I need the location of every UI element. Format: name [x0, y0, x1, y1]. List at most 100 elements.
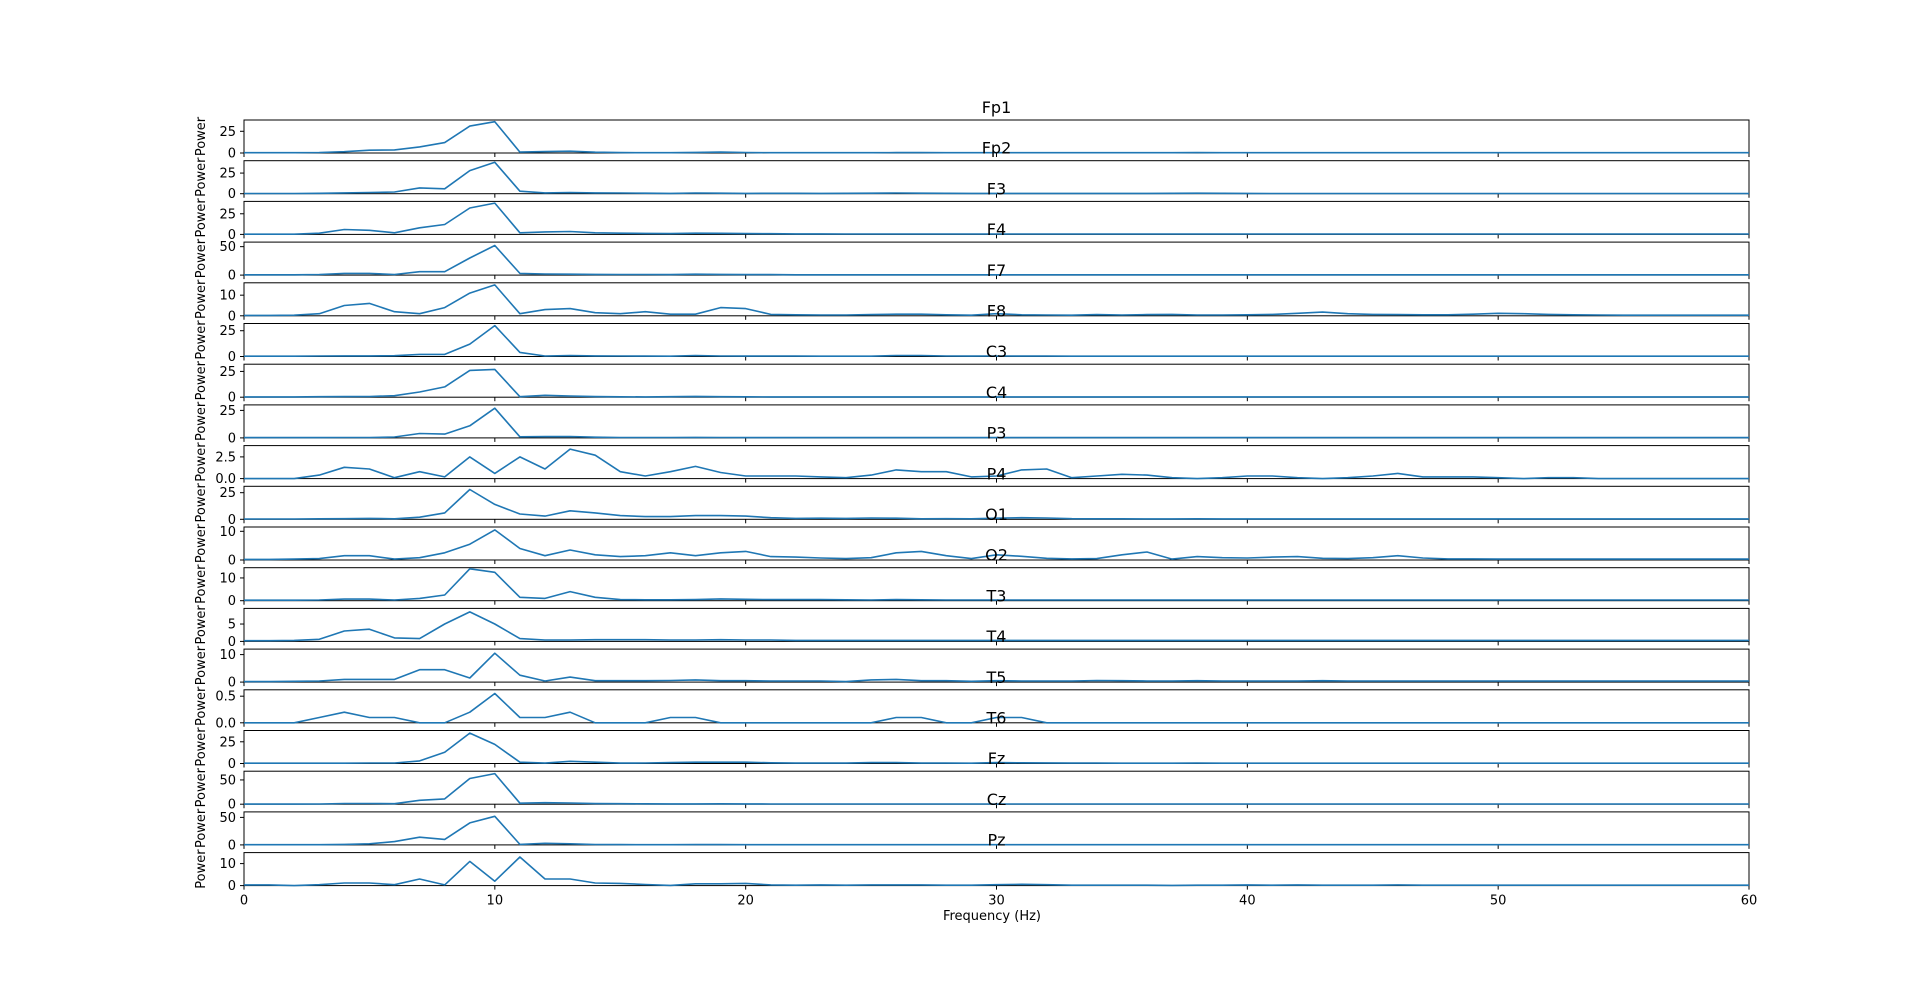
axes-frame: [243, 323, 1750, 357]
axes-frame: [243, 852, 1750, 887]
subplot-title: P3: [987, 424, 1007, 443]
subplot-fp2: 0 25 Fp2 Power: [194, 139, 1750, 202]
subplot-fz: 050 Fz Power: [194, 749, 1750, 813]
y-tick-label: 0: [228, 187, 236, 202]
x-tick-label: 60: [1741, 894, 1758, 909]
series-line: [244, 161, 1749, 195]
axes-frame: [243, 160, 1750, 195]
series-line: [244, 529, 1749, 561]
subplot-title: Cz: [987, 790, 1007, 809]
y-tick-label: 0.5: [215, 690, 236, 705]
y-tick-label: 50: [219, 240, 236, 255]
y-axis-label: Power: [194, 401, 209, 441]
y-tick-label: 0.0: [215, 472, 236, 487]
subplot-title: Fz: [988, 749, 1006, 768]
subplot-title: T6: [986, 709, 1007, 728]
y-tick-label: 25: [219, 735, 236, 750]
series-line: [244, 284, 1749, 317]
subplot-title: P4: [987, 464, 1007, 483]
y-axis-label: Power: [194, 727, 209, 767]
y-axis-label: Power: [194, 442, 209, 482]
subplot-p4: 0 25 P4 Power: [194, 464, 1750, 528]
subplot-title: O2: [985, 546, 1008, 565]
y-axis-label: Power: [194, 116, 209, 156]
subplot-title: F4: [987, 220, 1006, 239]
series-line: [244, 772, 1749, 805]
y-tick-label: 0: [228, 757, 236, 772]
y-tick-label: 2.5: [215, 450, 236, 465]
subplot-title: F3: [987, 179, 1006, 198]
y-tick-label: 0: [228, 594, 236, 609]
y-tick-label: 10: [219, 525, 236, 540]
axes-frame: [243, 119, 1750, 154]
subplot-title: T3: [986, 586, 1007, 605]
series-line: [244, 324, 1749, 358]
y-tick-label: 5: [228, 618, 236, 633]
y-tick-label: 0: [228, 635, 236, 650]
subplot-t3: 0 5 T3 Power: [194, 586, 1750, 650]
subplot-stack: 025Fp1Power025Fp2Power025F3Power050F4Pow…: [194, 98, 1757, 909]
subplot-o2: 0 10 O2 Power: [194, 546, 1750, 609]
y-axis-label: Power: [194, 564, 209, 604]
subplot-pz: 0 10 Pz Power: [194, 831, 1750, 894]
axes-frame: [243, 241, 1750, 276]
y-axis-label: Power: [194, 686, 209, 726]
y-tick-label: 0: [228, 513, 236, 528]
y-axis-label: Power: [194, 279, 209, 319]
subplot-fp1: 0 25 Fp1 Power: [194, 98, 1750, 162]
x-tick-label: 50: [1490, 894, 1507, 909]
y-tick-label: 25: [219, 207, 236, 222]
y-tick-label: 0: [228, 554, 236, 569]
series-line: [244, 856, 1749, 887]
series-line: [244, 567, 1749, 602]
y-tick-label: 10: [219, 648, 236, 663]
axes-frame: [243, 648, 1750, 683]
y-axis-label: Power: [194, 320, 209, 360]
axes-frame: [243, 485, 1750, 520]
x-axis-label: Frequency (Hz): [943, 909, 1041, 924]
y-axis-label: Power: [194, 523, 209, 563]
subplot-t6: 0 25 T6 Power: [194, 709, 1750, 772]
series-line: [244, 815, 1749, 846]
y-axis-label: Power: [194, 360, 209, 400]
x-tick-label: 0: [240, 894, 248, 909]
y-tick-label: 0: [228, 269, 236, 284]
x-tick-label: 30: [988, 894, 1005, 909]
series-line: [244, 611, 1749, 642]
subplot-title: O1: [985, 505, 1008, 524]
y-tick-label: 0: [228, 838, 236, 853]
subplot-f7: 0 10 F7 Power: [194, 261, 1750, 324]
series-line: [244, 368, 1749, 398]
y-axis-label: Power: [194, 849, 209, 889]
axes-frame: [243, 730, 1750, 764]
subplot-title: C3: [986, 342, 1007, 361]
axes-frame: [243, 404, 1750, 439]
y-axis-label: Power: [194, 767, 209, 807]
subplot-title: Fp1: [982, 98, 1012, 117]
y-tick-label: 10: [219, 571, 236, 586]
series-line: [244, 488, 1749, 520]
y-tick-label: 0: [228, 309, 236, 324]
y-tick-label: 10: [219, 857, 236, 872]
y-tick-label: 0: [228, 676, 236, 691]
y-tick-label: 0: [228, 228, 236, 243]
axes-frame: [243, 282, 1750, 317]
y-tick-label: 0: [228, 391, 236, 406]
subplot-f3: 0 25 F3 Power: [194, 179, 1750, 243]
subplot-title: C4: [986, 383, 1007, 402]
subplot-title: Fp2: [982, 139, 1012, 158]
y-tick-label: 50: [219, 773, 236, 788]
y-axis-label: Power: [194, 482, 209, 522]
y-tick-label: 0: [228, 431, 236, 446]
subplot-title: Pz: [987, 831, 1005, 850]
x-tick-labels: 0 10 20 30 40 50 60: [240, 894, 1757, 909]
y-tick-label: 0: [228, 879, 236, 894]
subplot-title: F7: [987, 261, 1006, 280]
